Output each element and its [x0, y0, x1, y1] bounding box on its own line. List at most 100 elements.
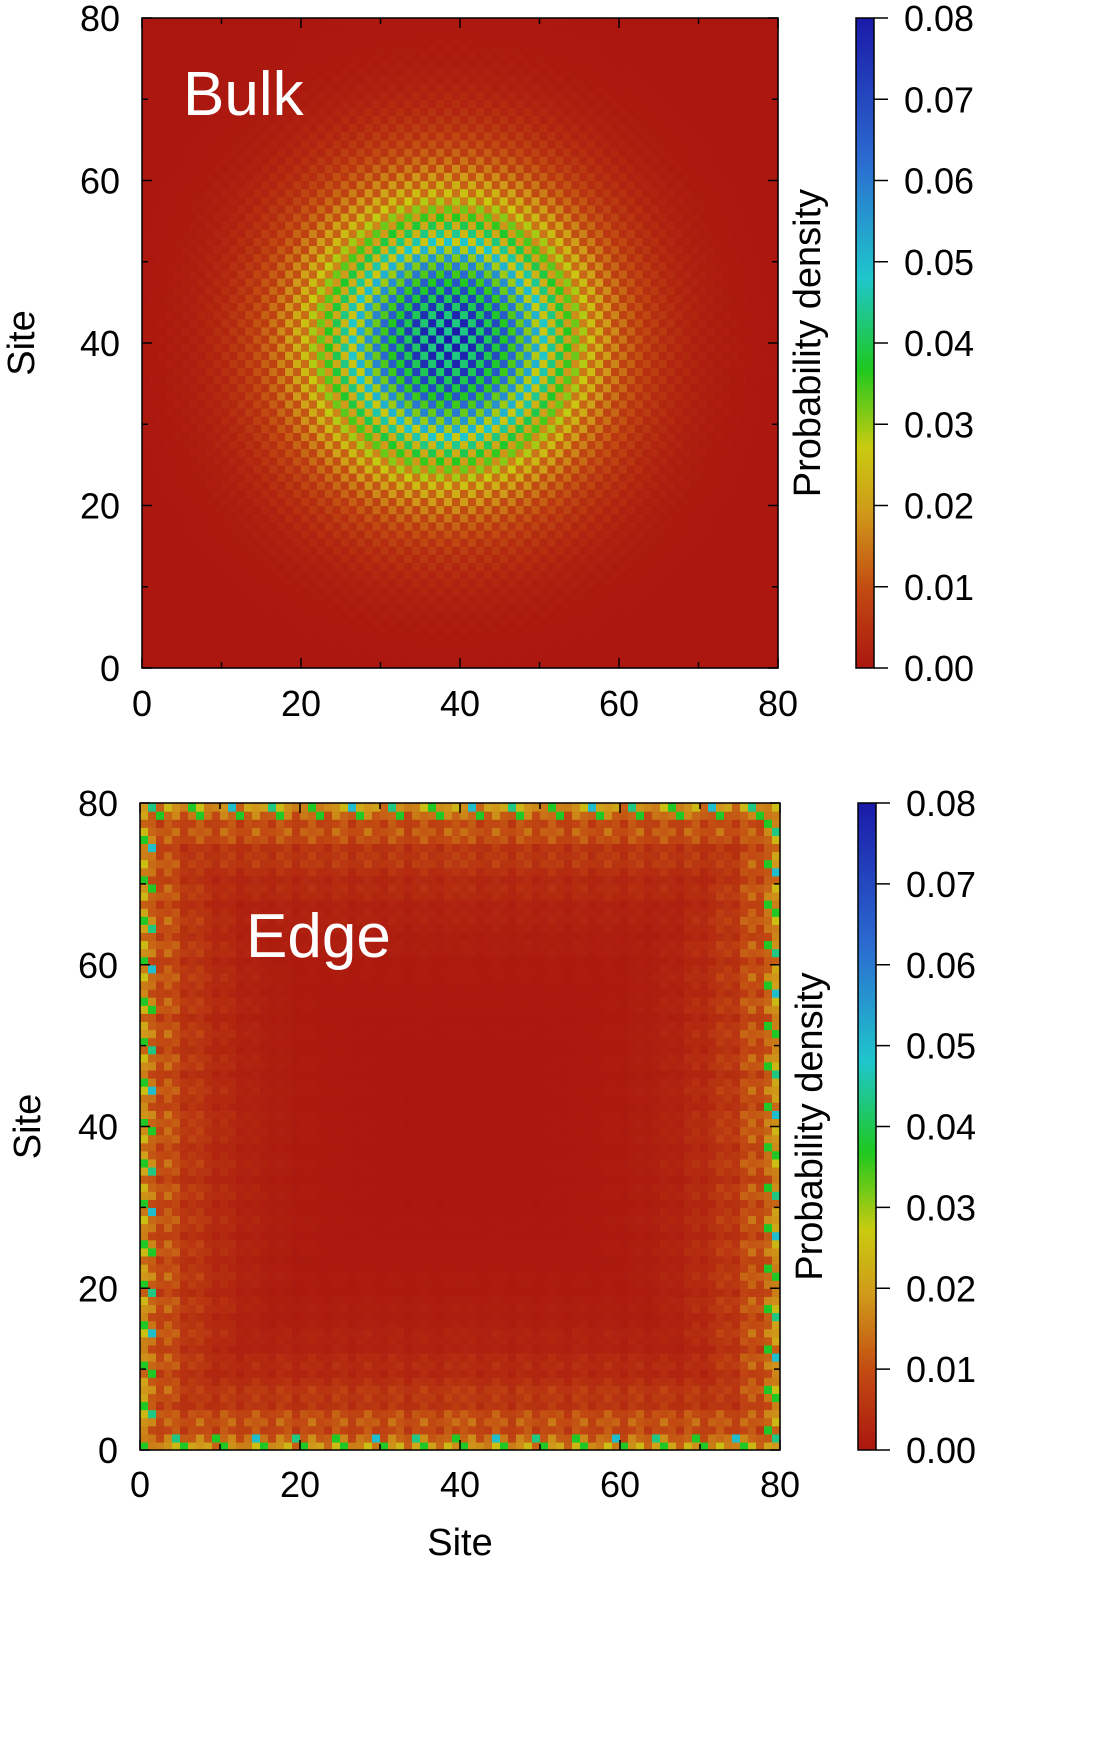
heatmap-cell: [714, 473, 723, 482]
heatmap-cell: [754, 448, 763, 458]
heatmap-cell: [412, 627, 421, 637]
heatmap-cell: [142, 367, 151, 377]
heatmap-cell: [682, 180, 692, 190]
heatmap-cell: [237, 464, 246, 474]
heatmap-cell: [491, 473, 501, 482]
heatmap-cell: [515, 253, 525, 263]
heatmap-cell: [690, 538, 700, 547]
heatmap-cell: [452, 627, 461, 637]
heatmap-cell: [229, 278, 238, 287]
heatmap-cell: [388, 261, 397, 271]
heatmap-cell: [579, 383, 588, 393]
heatmap-cell: [205, 278, 215, 287]
heatmap-cell: [475, 286, 485, 295]
heatmap-cell: [372, 538, 382, 547]
heatmap-cell: [603, 237, 612, 247]
heatmap-cell: [714, 627, 723, 637]
heatmap-cell: [380, 440, 390, 450]
heatmap-cell: [452, 334, 461, 344]
heatmap-cell: [483, 204, 493, 214]
heatmap-cell: [229, 432, 238, 442]
heatmap-cell: [746, 278, 755, 287]
heatmap-cell: [658, 326, 668, 336]
heatmap-cell: [142, 440, 151, 450]
heatmap-cell: [364, 213, 374, 222]
heatmap-cell: [181, 359, 191, 368]
heatmap-cell: [658, 261, 668, 271]
heatmap-cell: [428, 326, 437, 336]
heatmap-cell: [372, 261, 382, 271]
heatmap-cell: [555, 294, 564, 303]
heatmap-cell: [237, 481, 246, 490]
heatmap-cell: [603, 391, 612, 401]
heatmap-cell: [396, 196, 405, 206]
heatmap-cell: [603, 326, 612, 336]
heatmap-cell: [316, 554, 326, 563]
heatmap-cell: [221, 481, 231, 490]
heatmap-cell: [619, 432, 628, 442]
heatmap-cell: [738, 383, 747, 393]
heatmap-cell: [714, 611, 723, 620]
heatmap-cell: [611, 196, 620, 206]
heatmap-cell: [388, 245, 397, 255]
heatmap-cell: [293, 440, 302, 450]
heatmap-cell: [269, 213, 278, 222]
heatmap-cell: [634, 529, 644, 539]
heatmap-cell: [245, 619, 254, 628]
heatmap-cell: [579, 562, 588, 572]
heatmap-cell: [157, 245, 167, 255]
heatmap-cell: [277, 497, 286, 507]
heatmap-cell: [531, 505, 541, 515]
heatmap-cell: [706, 456, 715, 466]
heatmap-cell: [253, 594, 262, 604]
heatmap-cell: [666, 546, 676, 555]
heatmap-cell: [762, 651, 771, 661]
heatmap-cell: [221, 464, 231, 474]
heatmap-cell: [436, 611, 445, 620]
heatmap-cell: [332, 164, 342, 173]
heatmap-cell: [324, 416, 334, 425]
heatmap-cell: [595, 611, 604, 620]
heatmap-cell: [499, 286, 509, 295]
heatmap-cell: [642, 278, 652, 287]
heatmap-cell: [308, 391, 318, 401]
heatmap-cell: [436, 562, 445, 572]
heatmap-cell: [571, 489, 580, 498]
heatmap-cell: [261, 505, 270, 515]
heatmap-cell: [666, 180, 676, 190]
heatmap-cell: [285, 594, 294, 604]
heatmap-cell: [611, 310, 620, 320]
heatmap-cell: [229, 627, 238, 637]
heatmap-cell: [364, 627, 374, 637]
heatmap-cell: [142, 578, 151, 588]
heatmap-cell: [563, 594, 572, 604]
heatmap-cell: [142, 343, 151, 352]
heatmap-cell: [515, 578, 525, 588]
heatmap-cell: [539, 627, 549, 637]
heatmap-cell: [308, 489, 318, 498]
heatmap-cell: [261, 318, 270, 328]
heatmap-cell: [722, 448, 731, 458]
heatmap-cell: [523, 603, 533, 612]
heatmap-cell: [261, 456, 270, 466]
heatmap-cell: [674, 456, 684, 466]
heatmap-cell: [396, 164, 405, 173]
heatmap-cell: [515, 278, 525, 287]
heatmap-cell: [285, 245, 294, 255]
heatmap-cell: [229, 416, 238, 425]
heatmap-cell: [396, 497, 405, 507]
heatmap-cell: [690, 619, 700, 628]
heatmap-cell: [277, 473, 286, 482]
heatmap-cell: [412, 237, 421, 247]
heatmap-cell: [475, 521, 485, 531]
heatmap-cell: [515, 416, 525, 425]
heatmap-cell: [706, 302, 715, 312]
heatmap-cell: [316, 611, 326, 620]
heatmap-cell: [332, 529, 342, 539]
heatmap-cell: [197, 188, 207, 198]
heatmap-cell: [611, 286, 620, 295]
heatmap-cell: [452, 351, 461, 360]
heatmap-cell: [499, 310, 509, 320]
heatmap-cell: [293, 196, 302, 206]
heatmap-cell: [626, 221, 636, 230]
